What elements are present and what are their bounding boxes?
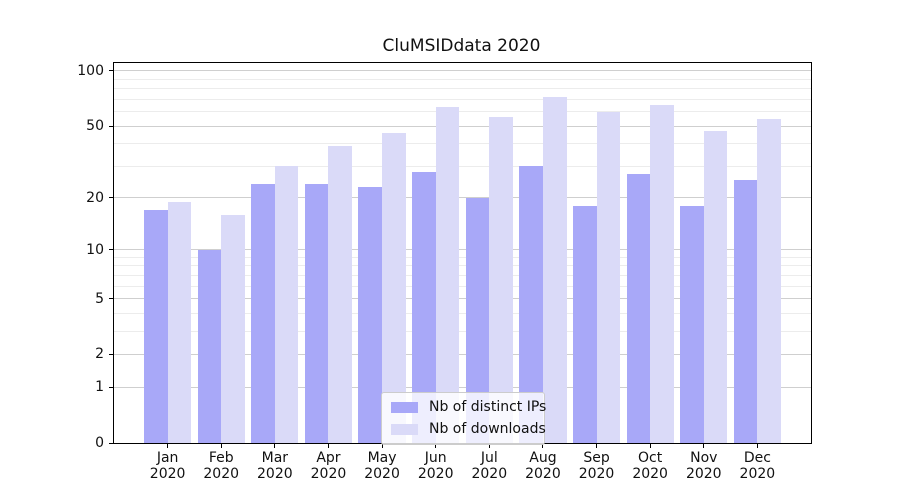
bar-downloads-oct (650, 105, 674, 443)
x-axis-tick-label-jul: Jul 2020 (471, 450, 508, 482)
bar-distinct-ips-may (358, 186, 383, 443)
gridline-minor-70 (114, 98, 811, 100)
bar-distinct-ips-dec (733, 180, 758, 443)
gridline-major-10 (114, 249, 811, 251)
x-tick-mark-jul (488, 443, 490, 448)
bar-downloads-jul (489, 117, 513, 443)
x-tick-mark-may (381, 443, 383, 448)
x-tick-mark-nov (703, 443, 705, 448)
x-tick-mark-aug (542, 443, 544, 448)
bar-downloads-nov (703, 130, 728, 443)
x-axis-tick-label-apr: Apr 2020 (310, 450, 347, 482)
x-axis-tick-label-feb: Feb 2020 (203, 450, 240, 482)
bar-downloads-may (382, 132, 406, 443)
legend-swatch-downloads (391, 423, 418, 435)
y-tick-mark-20 (109, 197, 114, 199)
gridline-minor-90 (114, 78, 811, 80)
gridline-major-100 (114, 70, 811, 72)
gridline-major-5 (114, 298, 811, 300)
x-tick-mark-mar (274, 443, 276, 448)
gridline-minor-4 (114, 312, 811, 314)
x-tick-mark-apr (327, 443, 329, 448)
x-tick-mark-oct (649, 443, 651, 448)
gridline-major-2 (114, 353, 811, 355)
y-axis-tick-label-10: 10 (86, 241, 104, 258)
bar-distinct-ips-mar (251, 183, 275, 443)
legend-swatch-distinct-ips (391, 401, 418, 413)
y-tick-mark-0 (109, 442, 114, 444)
y-tick-mark-10 (109, 249, 114, 251)
legend-row-distinct-ips: Nb of distinct IPs (391, 399, 546, 415)
x-axis-tick-label-sep: Sep 2020 (578, 450, 615, 482)
legend-row-downloads: Nb of downloads (391, 421, 546, 437)
x-axis-tick-label-dec: Dec 2020 (739, 450, 776, 482)
y-axis-tick-label-5: 5 (95, 290, 104, 307)
x-tick-mark-jun (435, 443, 437, 448)
legend-label-downloads: Nb of downloads (429, 421, 546, 437)
chart-title: CluMSIDdata 2020 (382, 36, 541, 56)
y-axis-tick-label-20: 20 (86, 189, 104, 206)
bar-downloads-mar (274, 166, 299, 443)
bar-distinct-ips-feb (197, 249, 222, 443)
gridline-minor-9 (114, 256, 811, 258)
x-tick-mark-feb (220, 443, 222, 448)
bar-distinct-ips-jan (144, 210, 168, 443)
bar-downloads-feb (221, 214, 245, 443)
legend-label-distinct-ips: Nb of distinct IPs (429, 399, 547, 415)
y-axis-tick-label-50: 50 (86, 118, 104, 135)
x-tick-mark-sep (596, 443, 598, 448)
bar-downloads-dec (757, 118, 781, 443)
x-axis-tick-label-mar: Mar 2020 (257, 450, 293, 482)
y-axis-tick-label-2: 2 (95, 346, 104, 363)
bar-downloads-sep (596, 111, 621, 443)
x-axis-tick-label-oct: Oct 2020 (632, 450, 668, 482)
x-tick-mark-jan (167, 443, 169, 448)
bar-downloads-jan (167, 201, 192, 443)
bar-distinct-ips-aug (519, 166, 543, 443)
bar-downloads-apr (328, 145, 353, 443)
x-axis-tick-label-aug: Aug 2020 (525, 450, 561, 482)
legend: Nb of distinct IPs Nb of downloads (381, 392, 546, 445)
gridline-major-20 (114, 197, 811, 199)
gridline-major-1 (114, 386, 811, 388)
gridline-minor-7 (114, 274, 811, 276)
bar-distinct-ips-apr (304, 183, 329, 443)
gridline-minor-8 (114, 265, 811, 267)
bar-distinct-ips-sep (572, 205, 597, 443)
gridline-major-50 (114, 125, 811, 127)
y-tick-mark-100 (109, 70, 114, 72)
gridline-minor-30 (114, 165, 811, 167)
gridline-minor-80 (114, 88, 811, 90)
x-axis-tick-label-may: May 2020 (364, 450, 400, 482)
y-tick-mark-50 (109, 125, 114, 127)
bar-distinct-ips-jul (465, 197, 490, 443)
y-axis-tick-label-100: 100 (77, 62, 104, 79)
gridline-minor-3 (114, 330, 811, 332)
y-tick-mark-2 (109, 353, 114, 355)
bar-distinct-ips-nov (680, 205, 704, 443)
gridline-minor-40 (114, 143, 811, 145)
bar-downloads-aug (542, 97, 567, 443)
y-tick-mark-5 (109, 298, 114, 300)
gridline-minor-6 (114, 285, 811, 287)
gridline-minor-60 (114, 111, 811, 113)
bar-downloads-jun (435, 106, 460, 443)
x-axis-tick-label-jan: Jan 2020 (149, 450, 186, 482)
plot-area: 0 1 2 5 10 20 50 100 Jan 2020 Feb 2020 Mar 2020 Apr… (77, 62, 812, 482)
y-axis-tick-label-0: 0 (95, 435, 104, 451)
x-tick-mark-dec (756, 443, 758, 448)
x-axis-tick-label-jun: Jun 2020 (417, 450, 454, 482)
bar-distinct-ips-oct (626, 174, 651, 443)
y-tick-mark-1 (109, 386, 114, 388)
x-axis-tick-label-nov: Nov 2020 (685, 450, 722, 482)
bar-distinct-ips-jun (412, 171, 436, 443)
y-axis-tick-label-1: 1 (95, 379, 104, 396)
